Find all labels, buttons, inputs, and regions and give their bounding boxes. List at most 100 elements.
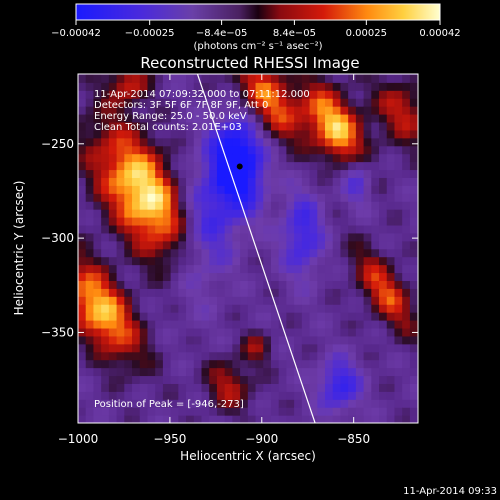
- heatmap-cell: [355, 90, 365, 99]
- heatmap-cell: [139, 153, 149, 163]
- heatmap-cell: [270, 209, 280, 218]
- heatmap-cell: [247, 359, 257, 369]
- heatmap-cell: [386, 216, 396, 226]
- heatmap-cell: [193, 177, 203, 186]
- heatmap-cell: [247, 256, 257, 266]
- heatmap-cell: [294, 74, 303, 83]
- heatmap-cell: [409, 335, 418, 345]
- heatmap-cell: [270, 137, 280, 147]
- heatmap-cell: [232, 82, 241, 91]
- heatmap-cell: [124, 375, 133, 384]
- heatmap-cell: [278, 264, 288, 274]
- heatmap-cell: [278, 98, 288, 107]
- heatmap-cell: [201, 367, 210, 377]
- heatmap-cell: [186, 145, 195, 155]
- heatmap-cell: [209, 74, 218, 83]
- heatmap-cell: [108, 169, 118, 178]
- heatmap-cell: [278, 240, 288, 250]
- heatmap-cell: [255, 399, 264, 408]
- heatmap-cell: [101, 256, 110, 266]
- heatmap-cell: [363, 359, 372, 369]
- heatmap-cell: [216, 98, 226, 107]
- heatmap-cell: [232, 272, 241, 281]
- heatmap-cell: [247, 327, 257, 337]
- heatmap-cell: [294, 106, 303, 115]
- heatmap-cell: [101, 415, 110, 423]
- heatmap-cell: [379, 232, 388, 242]
- heatmap-cell: [170, 169, 179, 178]
- heatmap-cell: [132, 296, 141, 305]
- heatmap-cell: [263, 232, 272, 242]
- heatmap-cell: [325, 359, 334, 369]
- heatmap-cell: [255, 145, 264, 155]
- heatmap-cell: [162, 137, 172, 147]
- heatmap-cell: [155, 288, 164, 297]
- heatmap-cell: [224, 240, 233, 250]
- heatmap-cell: [417, 391, 418, 400]
- heatmap-cell: [116, 129, 125, 139]
- heatmap-cell: [186, 391, 195, 400]
- heatmap-cell: [325, 399, 334, 408]
- heatmap-cell: [124, 106, 133, 115]
- heatmap-cell: [232, 296, 241, 305]
- heatmap-cell: [394, 240, 403, 250]
- heatmap-cell: [363, 113, 372, 123]
- heatmap-cell: [178, 248, 187, 258]
- heatmap-cell: [101, 399, 110, 408]
- heatmap-cell: [332, 121, 342, 131]
- heatmap-cell: [379, 137, 388, 147]
- heatmap-cell: [309, 256, 318, 266]
- heatmap-cell: [286, 74, 295, 83]
- heatmap-cell: [340, 407, 349, 416]
- heatmap-cell: [93, 129, 102, 139]
- heatmap-cell: [317, 351, 326, 361]
- heatmap-cell: [162, 90, 172, 99]
- heatmap-cell: [216, 415, 226, 423]
- heatmap-cell: [355, 383, 365, 392]
- heatmap-cell: [286, 296, 295, 305]
- heatmap-cell: [232, 209, 241, 218]
- heatmap-cell: [224, 98, 233, 107]
- heatmap-cell: [186, 193, 195, 202]
- heatmap-cell: [247, 129, 257, 139]
- heatmap-cell: [294, 312, 303, 321]
- heatmap-cell: [278, 319, 288, 329]
- heatmap-cell: [116, 169, 125, 178]
- heatmap-cell: [309, 359, 318, 369]
- heatmap-cell: [116, 216, 125, 226]
- heatmap-cell: [286, 407, 295, 416]
- heatmap-cell: [371, 216, 380, 226]
- heatmap-cell: [224, 74, 233, 83]
- heatmap-cell: [108, 304, 118, 313]
- heatmap-cell: [278, 169, 288, 178]
- heatmap-cell: [124, 288, 133, 297]
- heatmap-cell: [178, 145, 187, 155]
- heatmap-cell: [78, 359, 87, 369]
- heatmap-cell: [162, 335, 172, 345]
- heatmap-cell: [201, 129, 210, 139]
- heatmap-cell: [340, 280, 349, 289]
- heatmap-cell: [209, 256, 218, 266]
- heatmap-cell: [270, 232, 280, 242]
- heatmap-cell: [278, 359, 288, 369]
- heatmap-cell: [139, 391, 149, 400]
- heatmap-cell: [394, 415, 403, 423]
- heatmap-cell: [286, 343, 295, 353]
- heatmap-cell: [108, 288, 118, 297]
- heatmap-cell: [232, 232, 241, 242]
- heatmap-cell: [394, 296, 403, 305]
- heatmap-cell: [379, 201, 388, 210]
- heatmap-cell: [178, 280, 187, 289]
- heatmap-cell: [178, 383, 187, 392]
- heatmap-cell: [186, 137, 195, 147]
- heatmap-cell: [232, 399, 241, 408]
- heatmap-cell: [301, 232, 311, 242]
- heatmap-cell: [193, 153, 203, 163]
- heatmap-cell: [294, 209, 303, 218]
- heatmap-cell: [355, 399, 365, 408]
- heatmap-cell: [186, 264, 195, 274]
- heatmap-cell: [417, 74, 418, 75]
- heatmap-cell: [348, 288, 357, 297]
- heatmap-cell: [108, 209, 118, 218]
- heatmap-cell: [332, 367, 342, 377]
